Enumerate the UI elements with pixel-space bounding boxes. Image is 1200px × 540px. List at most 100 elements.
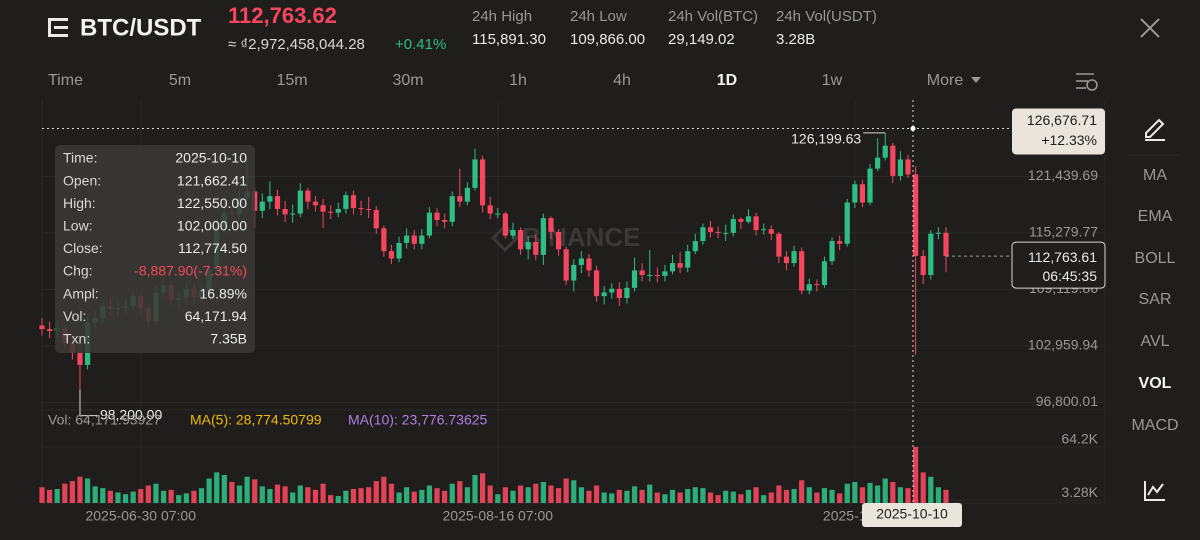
- volume-bar: [320, 483, 326, 503]
- indicator-tab[interactable]: BOLL: [1135, 250, 1176, 267]
- timeframe-tab[interactable]: 5m: [169, 72, 191, 89]
- timeframe-tab[interactable]: 4h: [613, 72, 631, 89]
- draw-icon[interactable]: [1145, 118, 1165, 141]
- candle-body: [707, 227, 714, 232]
- volume-bar: [350, 489, 357, 503]
- indicator-tab[interactable]: EMA: [1138, 208, 1173, 225]
- volume-bar: [206, 478, 212, 503]
- low-leader: [79, 389, 98, 417]
- candle-body: [935, 232, 942, 234]
- candle-body: [715, 231, 721, 233]
- candle-body: [616, 288, 622, 298]
- stat-label: 24h High: [472, 8, 532, 25]
- volume-bar: [875, 485, 881, 503]
- candle-body: [890, 145, 896, 176]
- timeframe-tab[interactable]: 30m: [392, 72, 423, 89]
- volume-bar: [381, 476, 387, 503]
- volume-bar: [145, 485, 151, 503]
- volume-bar: [183, 493, 189, 503]
- candle-body: [738, 219, 744, 222]
- close-icon[interactable]: [1140, 18, 1160, 38]
- crosshair-date: 2025-10-10: [876, 506, 948, 522]
- tooltip-label: Ampl:: [63, 285, 99, 301]
- candle-body: [609, 288, 615, 293]
- volume-bar: [62, 483, 68, 503]
- volume-bar: [533, 483, 539, 503]
- volume-bar: [692, 487, 698, 503]
- volume-bar: [229, 482, 235, 503]
- volume-bar: [502, 487, 508, 503]
- y-tick-label: 102,959.94: [1028, 337, 1098, 353]
- volume-bar: [442, 490, 448, 503]
- stat-label: 24h Vol(USDT): [776, 8, 877, 25]
- volume-bar: [396, 492, 402, 503]
- volume-bar: [723, 490, 729, 503]
- candle-body: [274, 196, 281, 209]
- candle-body: [388, 251, 395, 259]
- candle-body: [677, 263, 683, 268]
- candle-body: [259, 201, 265, 211]
- candle-body: [487, 205, 493, 214]
- candle-body: [859, 184, 866, 203]
- indicator-tab[interactable]: AVL: [1140, 333, 1169, 350]
- candle-body: [426, 212, 433, 236]
- indicator-tab[interactable]: MACD: [1131, 417, 1178, 434]
- last-price-label: 112,763.61: [1028, 249, 1097, 265]
- candle-body: [282, 208, 288, 215]
- volume-bar: [388, 483, 395, 503]
- candle-body: [411, 235, 417, 244]
- x-tick-label: 2025-06-30 07:00: [85, 508, 196, 524]
- x-tick-label: 2025-08-16 07:00: [443, 508, 554, 524]
- y-tick-label: 121,439.69: [1028, 167, 1098, 183]
- candle-body: [533, 241, 539, 255]
- stat-value: 29,149.02: [668, 31, 735, 48]
- volume-bar: [214, 472, 220, 503]
- indicator-tab[interactable]: SAR: [1139, 291, 1172, 308]
- candle-body: [654, 275, 660, 277]
- tooltip-value: -8,887.90(-7.31%): [134, 263, 247, 279]
- indicator-tab[interactable]: VOL: [1139, 375, 1172, 392]
- volume-bar: [571, 480, 577, 503]
- timeframe-tab[interactable]: 15m: [276, 72, 307, 89]
- volume-bar: [510, 490, 516, 503]
- vol-tick-label: 64.2K: [1061, 431, 1098, 447]
- timeframe-tab[interactable]: More: [927, 72, 964, 89]
- timeframe-tab[interactable]: Time: [48, 72, 83, 89]
- candle-body: [806, 284, 812, 291]
- volume-bar: [54, 489, 60, 503]
- volume-bar: [844, 483, 850, 503]
- volume-bar: [814, 492, 820, 503]
- indicator-tab[interactable]: MA: [1143, 167, 1167, 184]
- candle-body: [692, 241, 698, 252]
- candle-body: [396, 242, 402, 259]
- volume-bar: [46, 489, 53, 503]
- candle-body: [434, 212, 440, 220]
- chart-icon[interactable]: [1144, 481, 1165, 501]
- volume-bar: [821, 488, 828, 503]
- candle-body: [305, 190, 311, 202]
- candle-body: [852, 184, 858, 203]
- volume-bar: [707, 492, 714, 503]
- volume-bar: [176, 495, 182, 503]
- vol-legend: MA(10): 23,776.73625: [348, 412, 488, 428]
- volume-bar: [654, 492, 660, 503]
- timeframe-tab[interactable]: 1h: [509, 72, 527, 89]
- volume-bar: [890, 482, 896, 503]
- volume-bar: [100, 488, 106, 503]
- volume-bar: [928, 476, 934, 503]
- timeframe-tab[interactable]: 1w: [822, 72, 843, 89]
- timeframe-tab[interactable]: 1D: [717, 72, 737, 89]
- candle-body: [624, 287, 630, 298]
- volume-bar: [122, 494, 129, 503]
- volume-bar: [419, 489, 425, 503]
- symbol[interactable]: BTC/USDT: [80, 14, 202, 41]
- candle-body: [882, 145, 888, 158]
- candle-body: [540, 218, 546, 255]
- settings-icon[interactable]: [1076, 73, 1098, 91]
- volume-bar: [837, 493, 843, 503]
- candle-body: [723, 232, 729, 234]
- tooltip-value: 16.89%: [200, 285, 247, 301]
- menu-icon[interactable]: [48, 18, 68, 37]
- candle-body: [480, 159, 486, 206]
